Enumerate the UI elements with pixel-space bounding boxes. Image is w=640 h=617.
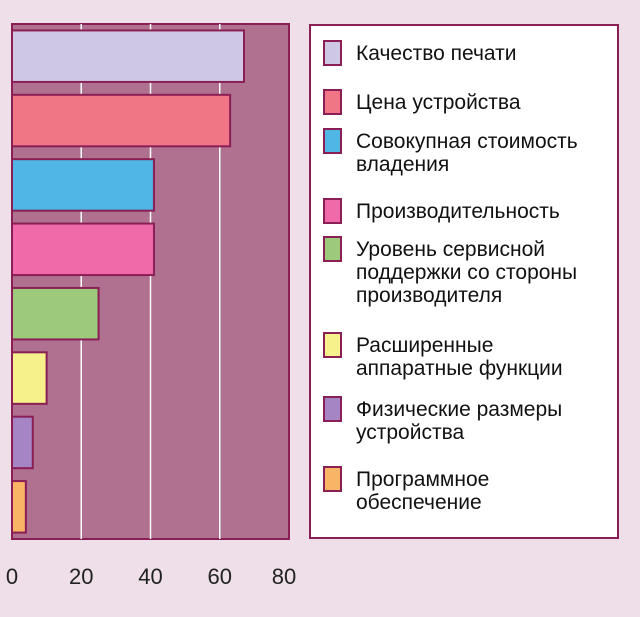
bar <box>11 415 34 470</box>
legend-swatch <box>323 128 342 154</box>
x-tick-label: 80 <box>272 564 296 589</box>
legend-swatch <box>323 332 342 358</box>
bar <box>11 351 48 405</box>
bar <box>11 158 155 212</box>
bar <box>11 286 100 341</box>
legend-label: Качество печати <box>356 42 517 65</box>
legend-swatch <box>323 40 342 66</box>
x-tick-label: 60 <box>208 564 232 589</box>
bars <box>11 29 245 534</box>
bar <box>11 29 245 83</box>
legend-label: Совокупная стоимость владения <box>356 130 578 176</box>
legend-swatch <box>323 466 342 492</box>
x-tick-label: 40 <box>138 564 162 589</box>
legend-label: Уровень сервисной поддержки со стороны п… <box>356 238 578 307</box>
legend-swatch <box>323 396 342 422</box>
legend-swatch <box>323 236 342 262</box>
legend-label: Производительность <box>356 200 560 223</box>
bar <box>11 222 155 277</box>
x-axis-ticks: 0 20 40 60 80 <box>6 564 296 589</box>
legend-swatch <box>323 89 342 115</box>
legend-label: Программное обеспечение <box>356 468 490 514</box>
x-tick-label: 20 <box>69 564 93 589</box>
legend-swatch <box>323 198 342 224</box>
legend-label: Физические размеры устройства <box>356 398 563 444</box>
bar <box>11 93 232 148</box>
legend: Качество печати Цена устройства Совокупная… <box>309 24 619 539</box>
legend-label: Расширенные аппаратные функции <box>356 334 563 380</box>
legend-label: Цена устройства <box>356 91 521 114</box>
bar <box>11 480 27 534</box>
x-tick-label: 0 <box>6 564 18 589</box>
